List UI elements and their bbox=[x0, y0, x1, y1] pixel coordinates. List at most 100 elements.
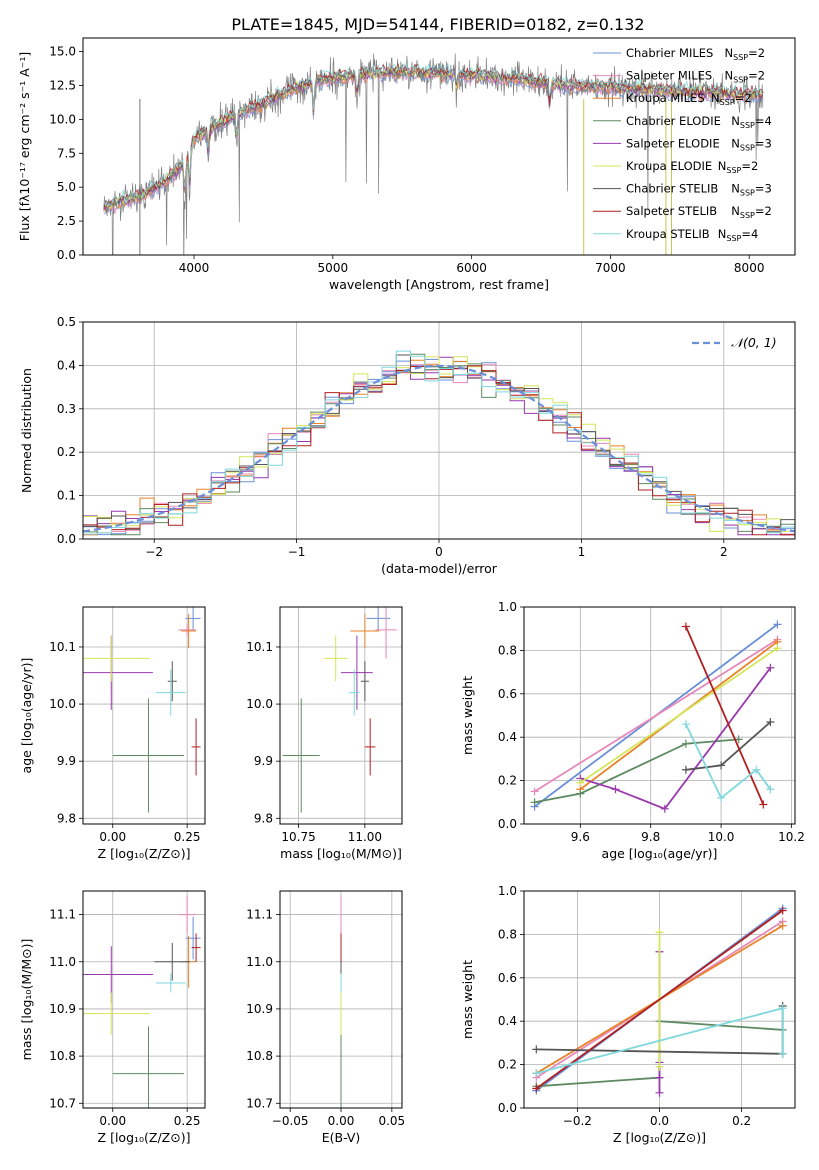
plot-residuals: −2 −1 0 1 2 0.0 0.1 0.2 0.3 0.4 0.5 (data-model)/er… bbox=[19, 315, 796, 576]
plus-marker bbox=[773, 620, 782, 629]
plot-mass_vs_EBV: −0.05 0.00 0.05 10.7 10.8 10.9 11.0 11.1 E(B-V) bbox=[246, 890, 405, 1145]
legend-nssp-equals: = bbox=[755, 204, 765, 218]
plus-marker bbox=[766, 785, 775, 794]
x-axis-label: Z [log₁₀(Z/Z⊙)] bbox=[98, 1130, 191, 1145]
legend-nssp-value: 2 bbox=[758, 46, 765, 60]
plot-age_vs_mass: 10.75 11.00 9.8 9.9 10.0 10.1 mass [log₁₀(M/M⊙… bbox=[246, 606, 403, 861]
plot-area bbox=[83, 895, 201, 1108]
model-spectrum-kroupa-elodie bbox=[103, 64, 764, 209]
plot-spectrum: 4000 5000 6000 7000 8000 0.0 2.5 5.0 7.5 10.0 12.5… bbox=[17, 37, 796, 292]
legend-nssp-value: 2 bbox=[758, 69, 765, 83]
plus-marker bbox=[766, 663, 775, 672]
plus-marker bbox=[576, 778, 585, 787]
legend-nssp: NSSP=4 bbox=[718, 227, 759, 243]
x-tick-label: 0.00 bbox=[328, 1114, 355, 1128]
y-tick-label: 9.8 bbox=[254, 811, 273, 825]
x-tick-label: 0.2 bbox=[732, 1114, 751, 1128]
plots: 4000 5000 6000 7000 80000.02.55.07.510.012.5… bbox=[17, 37, 805, 1145]
legend-nssp-subscript: SSP bbox=[720, 98, 735, 107]
x-axis-label: Z [log₁₀(Z/Z⊙)] bbox=[98, 846, 191, 861]
axes-frame bbox=[523, 890, 796, 1109]
y-tick-label: 0.8 bbox=[498, 927, 517, 941]
y-axis-label: age [log₁₀(age/yr)] bbox=[19, 658, 34, 774]
y-tick-label: 0.2 bbox=[498, 774, 517, 788]
plus-marker bbox=[681, 622, 690, 631]
y-tick-label: 10.8 bbox=[49, 1049, 76, 1063]
legend-label: Chabrier STELIB bbox=[626, 182, 718, 196]
x-tick-label: 4000 bbox=[179, 261, 210, 275]
x-tick-label: 0.05 bbox=[378, 1114, 405, 1128]
y-tick-label: 9.8 bbox=[57, 811, 76, 825]
legend-label: Chabrier ELODIE bbox=[626, 114, 721, 128]
x-tick-label: 0.00 bbox=[99, 1114, 126, 1128]
axes-frame bbox=[82, 606, 206, 825]
plus-marker bbox=[759, 800, 768, 809]
plus-marker bbox=[778, 1004, 787, 1013]
y-tick-label: 9.9 bbox=[57, 754, 76, 768]
legend-nssp-subscript: SSP bbox=[726, 234, 741, 243]
plot-mass_vs_Z: 0.00 0.25 10.7 10.8 10.9 11.0 11.1 Z [log₁₀(Z/Z… bbox=[19, 890, 206, 1145]
legend-label: Kroupa STELIB bbox=[626, 227, 710, 241]
x-tick-label: 7000 bbox=[595, 261, 626, 275]
legend-nssp-equals: = bbox=[741, 159, 751, 173]
y-tick-label: 11.0 bbox=[246, 955, 273, 969]
legend-label: Salpeter ELODIE bbox=[626, 136, 720, 150]
plot-area bbox=[532, 904, 787, 1097]
y-tick-label: 1.0 bbox=[498, 884, 517, 898]
y-tick-label: 0.0 bbox=[57, 248, 76, 262]
legend-nssp-value: 3 bbox=[764, 182, 771, 196]
y-tick-label: 1.0 bbox=[498, 600, 517, 614]
x-axis-label: Z [log₁₀(Z/Z⊙)] bbox=[613, 1130, 706, 1145]
y-tick-label: 0.2 bbox=[57, 445, 76, 459]
x-tick-label: −0.05 bbox=[272, 1114, 309, 1128]
y-tick-label: 2.5 bbox=[57, 214, 76, 228]
plus-marker bbox=[773, 644, 782, 653]
y-tick-label: 0.0 bbox=[498, 1101, 517, 1115]
axes-frame bbox=[82, 890, 206, 1109]
legend-nssp-equals: = bbox=[755, 182, 765, 196]
plus-marker bbox=[681, 765, 690, 774]
x-tick-label: 11.00 bbox=[348, 830, 382, 844]
plot-area bbox=[103, 53, 764, 255]
plus-marker bbox=[681, 739, 690, 748]
plot-area bbox=[83, 607, 201, 813]
plus-marker bbox=[655, 928, 664, 937]
y-tick-label: 12.5 bbox=[49, 78, 76, 92]
y-tick-label: 0.6 bbox=[498, 971, 517, 985]
plus-marker bbox=[660, 804, 669, 813]
model-spectrum-kroupa-stelib bbox=[103, 61, 764, 207]
y-tick-label: 0.4 bbox=[498, 730, 517, 744]
legend-nssp-value: 2 bbox=[764, 204, 771, 218]
legend-label: Chabrier MILES bbox=[626, 46, 713, 60]
x-tick-label: 9.8 bbox=[641, 830, 660, 844]
plus-marker bbox=[530, 787, 539, 796]
x-tick-label: 0.0 bbox=[650, 1114, 669, 1128]
axes-frame bbox=[523, 606, 796, 825]
x-tick-label: 5000 bbox=[318, 261, 349, 275]
plus-marker bbox=[655, 1088, 664, 1097]
x-axis-label: wavelength [Angstrom, rest frame] bbox=[329, 277, 549, 292]
axes-frame bbox=[82, 321, 796, 540]
weight-line-salpeter-elodie bbox=[580, 667, 772, 810]
x-tick-label: 0.25 bbox=[174, 830, 201, 844]
y-tick-label: 0.6 bbox=[498, 687, 517, 701]
y-tick-label: 10.0 bbox=[246, 697, 273, 711]
y-axis-label: mass weight bbox=[460, 676, 475, 755]
plot-mass_weight_vs_Z: −0.2 0.0 0.2 0.0 0.2 0.4 0.6 0.8 1.0 Z [log₁₀(Z/Z… bbox=[460, 884, 796, 1145]
plus-marker bbox=[752, 765, 761, 774]
legend-nssp-subscript: SSP bbox=[740, 121, 755, 130]
x-tick-label: 10.75 bbox=[281, 830, 315, 844]
weight-line-salpeter-miles bbox=[534, 638, 778, 793]
legend-nssp: NSSP=4 bbox=[731, 114, 772, 130]
axes-frame bbox=[82, 37, 796, 256]
plot-age_vs_Z: 0.00 0.25 9.8 9.9 10.0 10.1 Z [log₁₀(Z/Z⊙)] age… bbox=[19, 606, 206, 861]
x-tick-label: 2 bbox=[720, 545, 728, 559]
y-axis-label: mass weight bbox=[460, 960, 475, 1039]
legend-nssp-equals: = bbox=[748, 69, 758, 83]
x-axis-label: mass [log₁₀(M/M⊙)] bbox=[280, 846, 402, 861]
y-tick-label: 10.1 bbox=[49, 640, 76, 654]
legend-nssp: NSSP=3 bbox=[731, 182, 772, 198]
weight-line-kroupa-stelib bbox=[685, 723, 772, 800]
x-tick-label: 10.0 bbox=[708, 830, 735, 844]
